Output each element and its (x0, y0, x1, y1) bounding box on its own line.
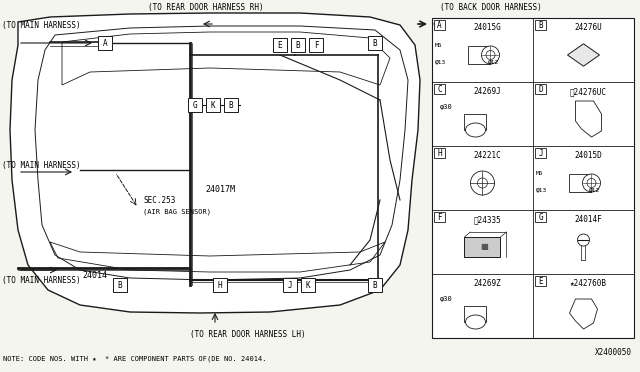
Text: (TO REAR DOOR HARNESS LH): (TO REAR DOOR HARNESS LH) (190, 330, 306, 339)
Text: φ30: φ30 (440, 296, 452, 302)
Text: A: A (437, 20, 442, 29)
Text: D: D (538, 84, 543, 93)
Bar (301, 278, 315, 292)
Bar (535, 212, 546, 222)
Circle shape (582, 174, 600, 192)
Text: SEC.253: SEC.253 (143, 196, 175, 205)
Text: φ12: φ12 (589, 188, 600, 193)
Text: K: K (306, 280, 310, 289)
Text: (TO MAIN HARNESS): (TO MAIN HARNESS) (2, 21, 81, 30)
Bar (465, 114, 486, 130)
Bar (434, 84, 445, 94)
Text: B: B (118, 280, 122, 289)
Text: H: H (218, 280, 222, 289)
Bar (273, 38, 287, 52)
Text: (TO MAIN HARNESS): (TO MAIN HARNESS) (2, 161, 81, 170)
Text: 24269Z: 24269Z (474, 279, 501, 288)
Text: M6: M6 (536, 171, 543, 176)
Text: B: B (228, 100, 234, 109)
Text: E: E (278, 41, 282, 49)
Bar (283, 278, 297, 292)
Bar (213, 278, 227, 292)
Text: φ30: φ30 (440, 104, 452, 110)
Bar (535, 148, 546, 158)
Bar (291, 38, 305, 52)
Text: 24221C: 24221C (474, 151, 501, 160)
Text: H: H (437, 148, 442, 157)
Text: J: J (288, 280, 292, 289)
Text: 24014F: 24014F (575, 215, 602, 224)
Text: 24269J: 24269J (474, 87, 501, 96)
Text: E: E (538, 276, 543, 285)
Text: φ12: φ12 (488, 60, 499, 65)
Text: 24015D: 24015D (575, 151, 602, 160)
Ellipse shape (465, 315, 486, 329)
Text: ■: ■ (481, 242, 488, 251)
Text: φ13: φ13 (536, 188, 547, 193)
Bar (434, 20, 445, 30)
Bar (113, 278, 127, 292)
Bar (535, 20, 546, 30)
Text: M6: M6 (435, 43, 442, 48)
Bar (465, 306, 486, 322)
Text: A: A (102, 38, 108, 48)
Polygon shape (10, 13, 420, 313)
Text: B: B (296, 41, 300, 49)
Text: K: K (211, 100, 215, 109)
Circle shape (577, 234, 589, 246)
Text: (AIR BAG SENSOR): (AIR BAG SENSOR) (143, 208, 211, 215)
Ellipse shape (465, 123, 486, 137)
Text: NOTE: CODE NOS. WITH ★  * ARE COMPONENT PARTS OF(DE NO. 24014.: NOTE: CODE NOS. WITH ★ * ARE COMPONENT P… (3, 355, 266, 362)
Text: ★242760B: ★242760B (570, 279, 607, 288)
Bar (309, 38, 323, 52)
Bar (98, 36, 112, 50)
Bar (468, 46, 490, 64)
Bar (535, 276, 546, 286)
Bar (465, 237, 500, 257)
Bar (570, 174, 591, 192)
Circle shape (477, 178, 488, 188)
Circle shape (486, 51, 495, 60)
Bar (535, 84, 546, 94)
Text: 24014: 24014 (82, 271, 107, 280)
Polygon shape (568, 44, 600, 66)
Text: B: B (538, 20, 543, 29)
Text: F: F (437, 212, 442, 221)
Polygon shape (575, 101, 602, 137)
Text: (TO BACK DOOR HARNESS): (TO BACK DOOR HARNESS) (440, 3, 541, 12)
Circle shape (470, 171, 495, 195)
Text: F: F (314, 41, 318, 49)
Text: J: J (538, 148, 543, 157)
Bar (224, 98, 238, 112)
Text: (TO MAIN HARNESS): (TO MAIN HARNESS) (2, 276, 81, 285)
Circle shape (481, 46, 499, 64)
Text: 24017M: 24017M (205, 185, 235, 194)
Text: (TO REAR DOOR HARNESS RH): (TO REAR DOOR HARNESS RH) (148, 3, 264, 12)
Text: G: G (193, 100, 197, 109)
Text: ␤24335: ␤24335 (474, 215, 501, 224)
Bar (368, 278, 382, 292)
Text: C: C (437, 84, 442, 93)
Circle shape (587, 179, 596, 187)
Bar (434, 148, 445, 158)
Text: 24276U: 24276U (575, 23, 602, 32)
Polygon shape (570, 299, 598, 329)
Bar (206, 98, 220, 112)
Text: B: B (372, 38, 378, 48)
Bar (434, 212, 445, 222)
Bar (368, 36, 382, 50)
Bar (188, 98, 202, 112)
Text: 24015G: 24015G (474, 23, 501, 32)
Text: ␤24276UC: ␤24276UC (570, 87, 607, 96)
Text: B: B (372, 280, 378, 289)
Text: G: G (538, 212, 543, 221)
Text: φ13: φ13 (435, 60, 446, 65)
Bar (432, 18, 634, 338)
Text: X2400050: X2400050 (595, 348, 632, 357)
